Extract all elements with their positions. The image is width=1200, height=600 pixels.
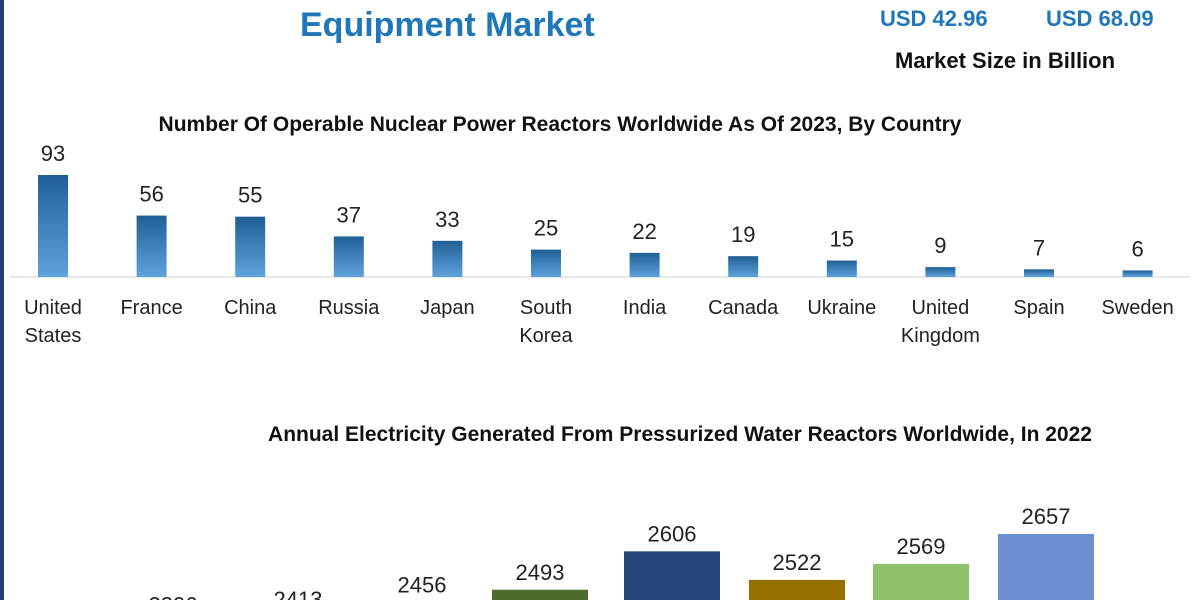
chart1-value-label: 56 (139, 182, 163, 207)
market-size-label: Market Size in Billion (895, 48, 1116, 73)
chart2-bar (873, 563, 969, 600)
chart1-category-label: Sweden (1101, 297, 1173, 319)
chart1-category-label: United States (24, 297, 82, 347)
chart2-value-label: 2657 (1022, 504, 1071, 529)
chart1-title: Number Of Operable Nuclear Power Reactor… (158, 113, 962, 136)
chart1-value-label: 25 (534, 216, 558, 241)
left-border (0, 0, 4, 600)
chart1-value-label: 7 (1033, 235, 1045, 260)
chart2-value-label: 2569 (897, 534, 946, 559)
chart1-bar (728, 256, 759, 277)
chart1-value-label: 93 (41, 141, 65, 166)
chart1-value-label: 15 (830, 227, 854, 252)
chart1-bar (925, 267, 956, 277)
chart2-value-label: 2396 (149, 593, 198, 600)
chart2-bar (492, 589, 588, 600)
chart2-title: Annual Electricity Generated From Pressu… (268, 423, 1092, 446)
chart1-bar (333, 236, 364, 277)
chart1-value-label: 9 (934, 233, 946, 258)
chart1-bar (1024, 269, 1054, 277)
chart1-value-label: 22 (632, 219, 656, 244)
chart1-bar (531, 249, 561, 277)
chart2-value-label: 2522 (773, 550, 822, 575)
chart1-bar (826, 260, 857, 277)
chart1-value-label: 37 (337, 202, 361, 227)
chart2-bar (624, 551, 720, 600)
chart1-value-label: 55 (238, 183, 262, 208)
chart2-value-label: 2413 (274, 587, 323, 600)
chart1-bar (432, 240, 463, 277)
chart2-bar (749, 579, 845, 600)
chart2-bar (998, 534, 1094, 600)
chart2-value-label: 2456 (398, 572, 447, 597)
chart1-value-label: 6 (1131, 236, 1143, 261)
market-value-end: USD 68.09 (1046, 6, 1154, 31)
chart1-category-label: United Kingdom (901, 297, 980, 347)
chart1-bar (1122, 270, 1153, 277)
chart1-category-label: South Korea (519, 297, 573, 347)
chart2-value-label: 2606 (648, 521, 697, 546)
chart1-value-label: 19 (731, 222, 755, 247)
chart1-bar (38, 175, 68, 277)
chart1-value-label: 33 (435, 207, 459, 232)
chart1-category-label: Russia (318, 297, 380, 319)
chart1-category-label: Japan (420, 297, 475, 319)
chart2-value-label: 2493 (516, 560, 565, 585)
chart1-category-label: China (224, 297, 277, 319)
chart1-category-label: Ukraine (807, 297, 876, 319)
market-value-start: USD 42.96 (880, 6, 988, 31)
chart1-bar (235, 216, 266, 277)
chart1-category-label: France (120, 297, 182, 319)
chart1-category-label: India (623, 297, 667, 319)
page-title: Equipment Market (300, 6, 595, 44)
chart1-category-label: Canada (708, 297, 779, 319)
chart1-bar (629, 252, 660, 277)
chart1-bar (136, 215, 167, 277)
chart1-category-label: Spain (1013, 297, 1064, 319)
